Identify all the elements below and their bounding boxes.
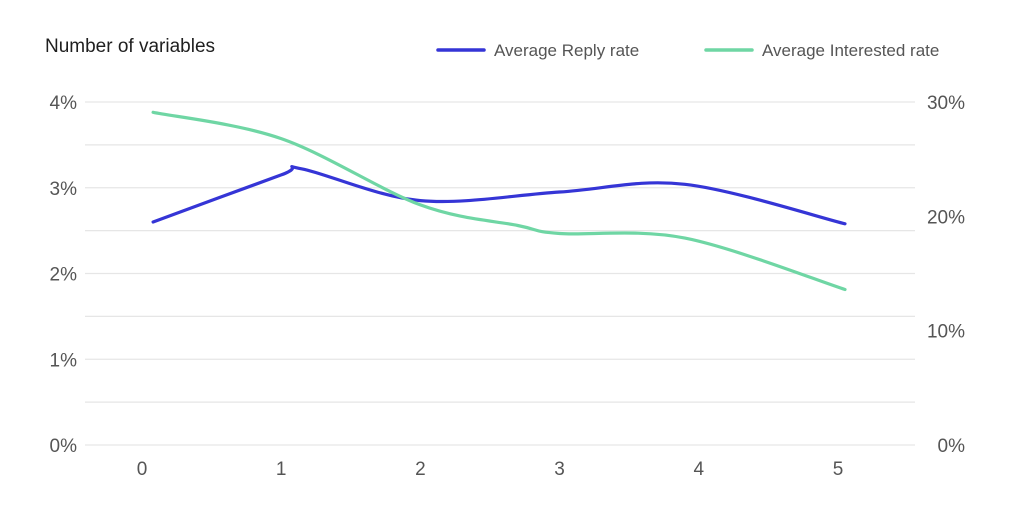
x-tick-label: 2: [415, 459, 426, 480]
left-y-tick-label: 4%: [50, 93, 78, 114]
series-line-reply-rate: [151, 164, 847, 226]
x-axis: 0 1 2 3 4 5: [137, 459, 844, 480]
right-y-tick-label: 10%: [927, 322, 965, 343]
x-tick-label: 1: [276, 459, 287, 480]
right-y-tick-label: 0%: [938, 436, 966, 457]
legend: Average Reply rate Average Interested ra…: [436, 41, 939, 60]
right-y-axis: 30% 20% 10% 0%: [927, 93, 965, 457]
x-tick-label: 5: [833, 459, 844, 480]
x-tick-label: 0: [137, 459, 148, 480]
right-y-tick-label: 30%: [927, 93, 965, 114]
series-line-interested-rate: [151, 110, 847, 292]
chart-title: Number of variables: [45, 36, 215, 57]
gridlines: [85, 101, 915, 446]
x-tick-label: 3: [554, 459, 565, 480]
legend-label-interested-rate: Average Interested rate: [762, 41, 939, 60]
series: [151, 110, 847, 292]
left-y-tick-label: 1%: [50, 350, 78, 371]
left-y-tick-label: 0%: [50, 436, 78, 457]
left-y-tick-label: 3%: [50, 179, 78, 200]
x-tick-label: 4: [694, 459, 705, 480]
right-y-tick-label: 20%: [927, 207, 965, 228]
left-y-tick-label: 2%: [50, 265, 78, 286]
left-y-axis: 4% 3% 2% 1% 0%: [50, 93, 78, 457]
legend-label-reply-rate: Average Reply rate: [494, 41, 639, 60]
